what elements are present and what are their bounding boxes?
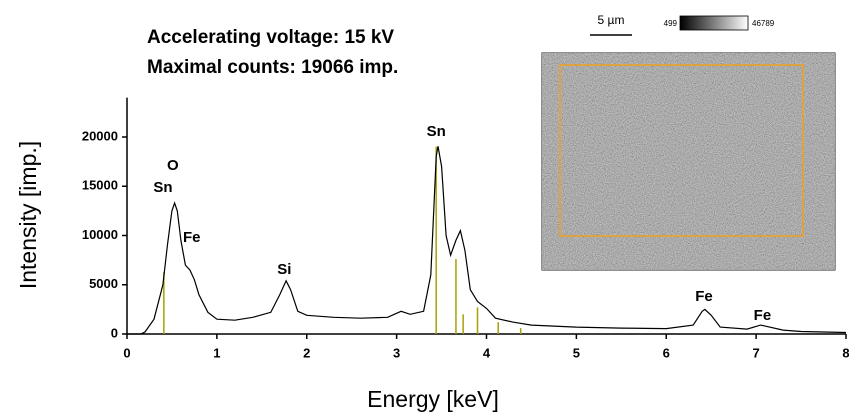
spectrum-line [127, 146, 847, 335]
x-tick-label: 8 [842, 345, 849, 360]
peak-label: Sn [427, 123, 446, 140]
y-tick-label: 20000 [82, 128, 118, 143]
peak-label: Fe [695, 288, 713, 305]
peak-label: Si [277, 261, 291, 278]
sem-texture [542, 53, 835, 270]
x-tick-label: 4 [483, 345, 491, 360]
x-tick-label: 7 [753, 345, 760, 360]
scale-bar-label: 5 µm [598, 13, 625, 27]
x-tick-label: 6 [663, 345, 670, 360]
y-tick-label: 10000 [82, 227, 118, 242]
peak-label: Fe [754, 307, 772, 324]
y-axis-label: Intensity [imp.] [15, 141, 41, 289]
x-tick-label: 2 [303, 345, 310, 360]
y-tick-label: 15000 [82, 178, 118, 193]
colorbar-max: 46789 [752, 19, 775, 28]
x-tick-label: 3 [393, 345, 400, 360]
peak-label: O [167, 157, 179, 174]
y-tick-label: 0 [111, 325, 118, 340]
x-tick-label: 5 [573, 345, 580, 360]
peak-label: Fe [183, 229, 201, 246]
x-tick-label: 1 [213, 345, 220, 360]
colorbar-min: 499 [664, 19, 678, 28]
colorbar [679, 15, 749, 31]
title-line: Maximal counts: 19066 imp. [147, 57, 398, 78]
x-tick-label: 0 [123, 345, 130, 360]
selection-box [559, 64, 804, 237]
peak-label: Sn [153, 179, 172, 196]
sem-inset: 5 µm 499 46789 [541, 13, 836, 271]
y-tick-label: 5000 [89, 276, 118, 291]
title-line: Accelerating voltage: 15 kV [147, 27, 394, 48]
x-axis-label: Energy [keV] [367, 386, 499, 412]
